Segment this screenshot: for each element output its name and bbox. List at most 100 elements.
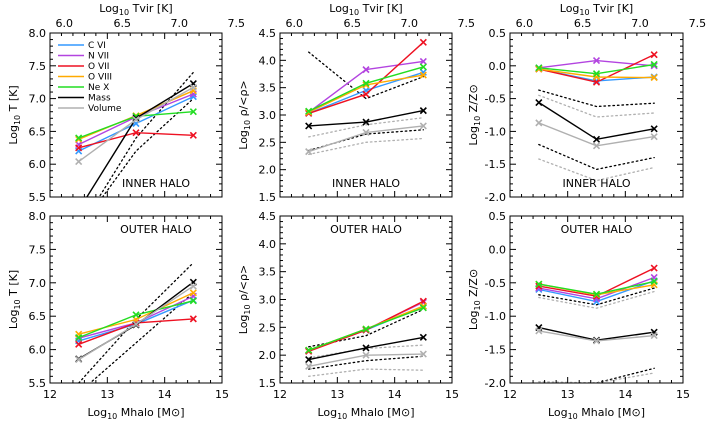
marker-ne-x bbox=[650, 60, 658, 69]
marker-volume bbox=[305, 148, 313, 156]
x-tick-label: 14 bbox=[618, 388, 632, 401]
plot-frame bbox=[49, 215, 223, 384]
marker-mass bbox=[362, 344, 370, 352]
marker-n-vii bbox=[419, 57, 427, 65]
marker-volume bbox=[592, 337, 601, 345]
marker-c-vi bbox=[419, 68, 427, 76]
series-line-mass bbox=[538, 101, 655, 141]
dotted-line-0 bbox=[98, 71, 194, 197]
panel-T_outer: 5.5 6.0 6.5 7.0 7.5 8.0 Log10 T [K] OUTER HALO 1… bbox=[7, 210, 229, 401]
y-tick-label: 5.5 bbox=[29, 191, 47, 204]
top-tick-label: 7.5 bbox=[458, 17, 476, 30]
y-tick-label: 6.0 bbox=[29, 344, 47, 357]
y-tick-label: -1.0 bbox=[485, 125, 506, 138]
y-tick-label: -1.5 bbox=[485, 344, 506, 357]
top-axis-title: Log10 Tvir [K] bbox=[329, 2, 402, 17]
y-tick-label: 4.5 bbox=[259, 210, 277, 223]
marker-ne-x bbox=[362, 79, 370, 87]
y-tick-label: -2.0 bbox=[485, 191, 506, 204]
top-tick-label: 7.5 bbox=[228, 17, 246, 30]
plot-area bbox=[75, 262, 197, 383]
legend-label: O VIII bbox=[88, 73, 112, 83]
y-tick-label: -0.5 bbox=[485, 277, 506, 290]
x-tick-label: 13 bbox=[330, 388, 344, 401]
x-tick-label: 12 bbox=[273, 388, 287, 401]
top-tick-label: 7.0 bbox=[631, 17, 649, 30]
marker-volume bbox=[362, 351, 370, 359]
marker-o-vii bbox=[419, 38, 427, 46]
dotted-line-0 bbox=[308, 51, 424, 100]
marker-ne-x bbox=[535, 280, 543, 288]
plot-area bbox=[305, 38, 427, 156]
x-tick-label: 14 bbox=[388, 388, 402, 401]
y-tick-label: 4.5 bbox=[259, 27, 277, 40]
plot-area bbox=[305, 297, 427, 377]
marker-volume bbox=[189, 282, 197, 290]
dotted-line-1 bbox=[538, 143, 655, 171]
x-tick-label: 15 bbox=[215, 388, 229, 401]
y-tick-label: 0.0 bbox=[489, 243, 507, 256]
y-tick-label: -0.5 bbox=[485, 93, 506, 106]
marker-mass bbox=[592, 135, 601, 143]
plot-area bbox=[75, 71, 197, 197]
dotted-line-1 bbox=[101, 97, 194, 197]
marker-o-vii bbox=[362, 90, 370, 98]
top-tick-label: 7.0 bbox=[171, 17, 189, 30]
y-tick-label: 1.5 bbox=[259, 377, 277, 390]
y-tick-label: 3.0 bbox=[259, 109, 277, 122]
marker-ne-x bbox=[189, 297, 197, 305]
panel-rho_inner: 1.5 2.0 2.5 3.0 3.5 4.0 4.5 Log10 ρ/<ρ> INNER HA… bbox=[237, 17, 475, 204]
y-tick-label: 4.0 bbox=[259, 54, 277, 67]
marker-volume bbox=[592, 142, 601, 150]
x-tick-label: 13 bbox=[561, 388, 575, 401]
marker-volume bbox=[535, 327, 543, 335]
y-axis-label: Log10 Z/Z⊙ bbox=[467, 84, 482, 145]
y-tick-label: 5.5 bbox=[29, 377, 47, 390]
y-tick-label: 7.0 bbox=[29, 93, 47, 106]
marker-volume bbox=[362, 128, 370, 137]
plot-area bbox=[535, 51, 658, 182]
marker-ne-x bbox=[592, 70, 601, 78]
marker-o-vii bbox=[75, 340, 83, 348]
top-tick-label: 7.5 bbox=[689, 17, 707, 30]
marker-o-vii bbox=[132, 129, 140, 137]
bottom-axis-title: Log10 Mhalo [M⊙] bbox=[548, 406, 645, 421]
legend-label: Volume bbox=[88, 104, 122, 114]
marker-o-vii bbox=[75, 144, 83, 152]
y-tick-label: 7.0 bbox=[29, 277, 47, 290]
y-axis-label: Log10 T [K] bbox=[7, 85, 22, 144]
plot-frame bbox=[509, 32, 684, 198]
y-tick-label: 6.0 bbox=[29, 158, 47, 171]
series-line-volume bbox=[308, 125, 424, 153]
marker-mass bbox=[419, 107, 427, 115]
y-tick-label: 7.5 bbox=[29, 243, 47, 256]
y-axis-label: Log10 Z/Z⊙ bbox=[467, 269, 482, 330]
panel-Z_inner: -2.0 -1.5 -1.0 -0.5 0.0 0.5 Log10 Z/Z⊙ INNER HA… bbox=[467, 17, 706, 204]
series-line-n-vii bbox=[78, 295, 194, 339]
dotted-line-3 bbox=[538, 372, 655, 383]
legend-label: Mass bbox=[88, 94, 111, 104]
halo-annotation: INNER HALO bbox=[122, 177, 190, 190]
marker-mass bbox=[305, 356, 313, 364]
top-axis-title: Log10 Tvir [K] bbox=[560, 2, 633, 17]
y-axis-label: Log10 ρ/<ρ> bbox=[237, 265, 252, 334]
dotted-line-2 bbox=[538, 94, 655, 118]
y-tick-label: 8.0 bbox=[29, 210, 47, 223]
marker-volume bbox=[75, 356, 83, 364]
marker-ne-x bbox=[419, 304, 427, 312]
dotted-line-2 bbox=[308, 117, 424, 138]
top-axis-title: Log10 Tvir [K] bbox=[99, 2, 172, 17]
series-line-mass bbox=[308, 109, 424, 127]
marker-o-viii bbox=[419, 71, 427, 79]
dotted-line-0 bbox=[538, 287, 655, 306]
x-tick-label: 14 bbox=[158, 388, 172, 401]
top-tick-label: 7.0 bbox=[401, 17, 419, 30]
marker-n-vii bbox=[362, 66, 370, 74]
x-tick-label: 15 bbox=[676, 388, 690, 401]
y-tick-label: 2.0 bbox=[259, 164, 277, 177]
y-tick-label: 3.0 bbox=[259, 294, 277, 307]
y-tick-label: 6.5 bbox=[29, 310, 47, 323]
marker-mass bbox=[362, 118, 370, 126]
x-tick-label: 15 bbox=[445, 388, 459, 401]
marker-ne-x bbox=[650, 277, 658, 286]
